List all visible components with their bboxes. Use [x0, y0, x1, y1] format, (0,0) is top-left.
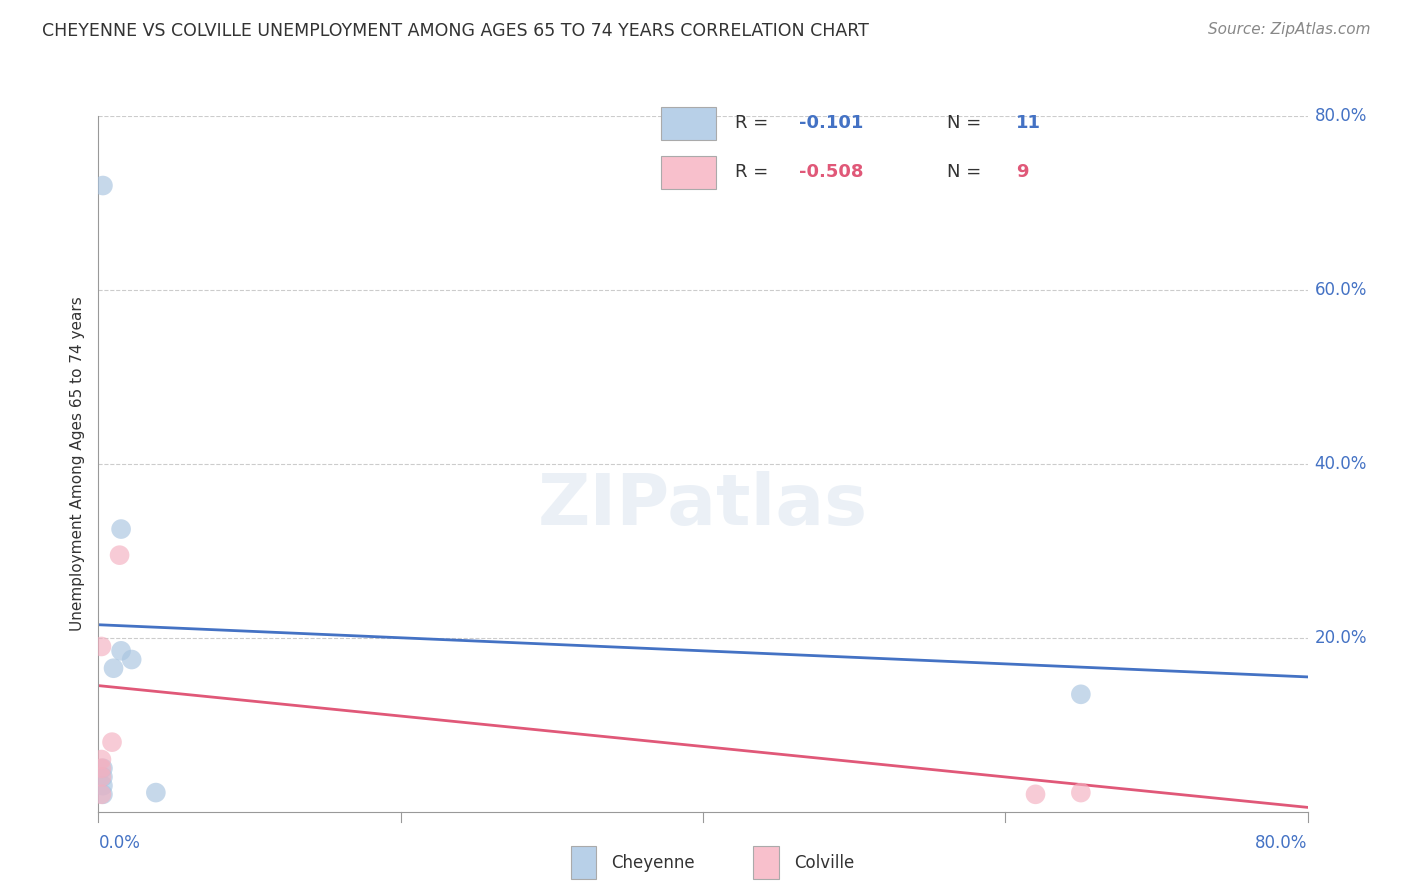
Point [1024, 788, 1046, 801]
Point [103, 661, 125, 675]
Text: -0.101: -0.101 [799, 114, 863, 132]
Text: 80.0%: 80.0% [1256, 834, 1308, 852]
Text: CHEYENNE VS COLVILLE UNEMPLOYMENT AMONG AGES 65 TO 74 YEARS CORRELATION CHART: CHEYENNE VS COLVILLE UNEMPLOYMENT AMONG … [42, 22, 869, 40]
Text: 9: 9 [1017, 163, 1028, 181]
Point [110, 522, 132, 536]
Text: -0.508: -0.508 [799, 163, 863, 181]
Text: ZIPatlas: ZIPatlas [538, 471, 868, 540]
Text: Colville: Colville [794, 854, 855, 871]
Y-axis label: Unemployment Among Ages 65 to 74 years: Unemployment Among Ages 65 to 74 years [69, 296, 84, 632]
Text: N =: N = [946, 163, 987, 181]
Point [108, 548, 131, 562]
Point [1070, 687, 1092, 701]
Point [90, 761, 112, 775]
Text: Cheyenne: Cheyenne [612, 854, 695, 871]
Point [91, 178, 114, 193]
Point [90, 770, 112, 784]
Text: 11: 11 [1017, 114, 1040, 132]
Text: 20.0%: 20.0% [1315, 629, 1367, 647]
Point [90, 788, 112, 801]
Point [90, 753, 112, 767]
Point [91, 788, 114, 801]
Text: N =: N = [946, 114, 987, 132]
Text: R =: R = [735, 114, 773, 132]
Point [121, 652, 143, 666]
Point [101, 735, 124, 749]
FancyBboxPatch shape [661, 107, 716, 140]
Text: 60.0%: 60.0% [1315, 281, 1367, 299]
Point [91, 761, 114, 775]
Point [110, 644, 132, 658]
Point [91, 770, 114, 784]
Point [1070, 786, 1092, 800]
Text: R =: R = [735, 163, 773, 181]
Text: 0.0%: 0.0% [98, 834, 141, 852]
Text: 80.0%: 80.0% [1315, 107, 1367, 125]
Point [145, 786, 167, 800]
Text: 40.0%: 40.0% [1315, 455, 1367, 473]
FancyBboxPatch shape [661, 156, 716, 189]
Point [90, 640, 112, 654]
Point [91, 779, 114, 793]
Text: Source: ZipAtlas.com: Source: ZipAtlas.com [1208, 22, 1371, 37]
